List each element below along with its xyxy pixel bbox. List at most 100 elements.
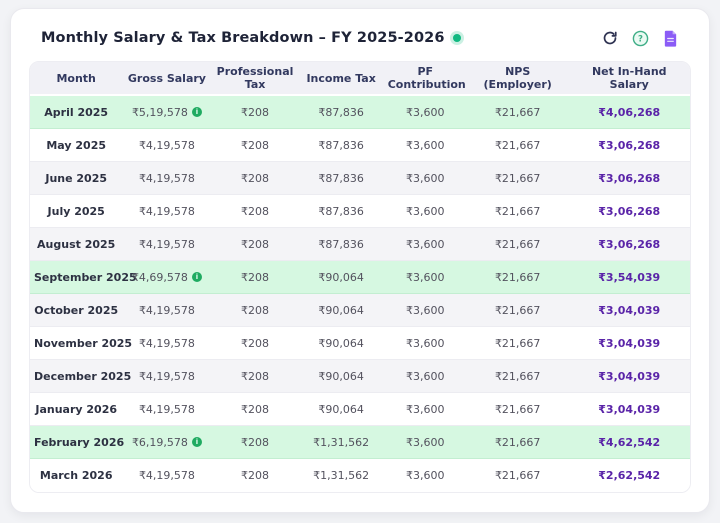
table-row: February 2026 ₹6,19,578 i ₹208 ₹1,31,562… <box>30 426 690 459</box>
cell-income-tax: ₹87,836 <box>298 195 384 228</box>
gross-info-icon[interactable]: i <box>191 107 202 117</box>
cell-pf-contribution: ₹3,600 <box>383 393 467 426</box>
table-row: June 2025 ₹4,19,578 ₹208 ₹87,836 ₹3,600 … <box>30 162 690 195</box>
cell-professional-tax: ₹208 <box>211 294 299 327</box>
cell-nps-employer: ₹21,667 <box>466 261 569 294</box>
cell-month: August 2025 <box>30 228 123 261</box>
cell-pf-contribution: ₹3,600 <box>383 426 467 459</box>
cell-net-in-hand: ₹3,06,268 <box>568 228 690 261</box>
cell-pf-contribution: ₹3,600 <box>383 261 467 294</box>
column-header-nps-employer: NPS (Employer) <box>466 62 569 96</box>
cell-income-tax: ₹90,064 <box>298 360 384 393</box>
table-row: August 2025 ₹4,19,578 ₹208 ₹87,836 ₹3,60… <box>30 228 690 261</box>
cell-professional-tax: ₹208 <box>211 162 299 195</box>
cell-gross-salary: ₹4,19,578 <box>122 393 212 426</box>
cell-net-in-hand: ₹3,54,039 <box>568 261 690 294</box>
cell-pf-contribution: ₹3,600 <box>383 96 467 129</box>
cell-nps-employer: ₹21,667 <box>466 360 569 393</box>
cell-nps-employer: ₹21,667 <box>466 294 569 327</box>
gross-salary-value: ₹4,19,578 <box>138 171 195 185</box>
table-row: May 2025 ₹4,19,578 ₹208 ₹87,836 ₹3,600 ₹… <box>30 129 690 162</box>
cell-month: November 2025 <box>30 327 132 360</box>
table-row: December 2025 ₹4,19,578 ₹208 ₹90,064 ₹3,… <box>30 360 690 393</box>
cell-pf-contribution: ₹3,600 <box>383 360 467 393</box>
cell-month: September 2025 <box>30 261 137 294</box>
salary-table-container: Month Gross Salary Professional Tax Inco… <box>29 61 691 493</box>
table-row: January 2026 ₹4,19,578 ₹208 ₹90,064 ₹3,6… <box>30 393 690 426</box>
document-button[interactable] <box>661 29 679 47</box>
cell-gross-salary: ₹4,19,578 <box>122 459 212 492</box>
cell-pf-contribution: ₹3,600 <box>383 327 467 360</box>
cell-month: June 2025 <box>30 162 123 195</box>
cell-income-tax: ₹90,064 <box>298 261 384 294</box>
cell-professional-tax: ₹208 <box>211 195 299 228</box>
gross-salary-value: ₹4,19,578 <box>138 303 195 317</box>
column-header-income-tax: Income Tax <box>298 62 384 96</box>
cell-nps-employer: ₹21,667 <box>466 459 569 492</box>
card-header: Monthly Salary & Tax Breakdown – FY 2025… <box>29 29 691 61</box>
cell-month: April 2025 <box>30 96 123 129</box>
cell-income-tax: ₹87,836 <box>298 162 384 195</box>
gross-salary-value: ₹4,19,578 <box>138 469 195 482</box>
cell-nps-employer: ₹21,667 <box>466 195 569 228</box>
cell-professional-tax: ₹208 <box>211 129 299 162</box>
cell-gross-salary: ₹4,19,578 <box>122 228 212 261</box>
cell-pf-contribution: ₹3,600 <box>383 294 467 327</box>
cell-gross-salary: ₹4,19,578 <box>122 327 212 360</box>
table-row: October 2025 ₹4,19,578 ₹208 ₹90,064 ₹3,6… <box>30 294 690 327</box>
gross-salary-value: ₹5,19,578 <box>131 105 188 119</box>
cell-gross-salary: ₹4,19,578 <box>122 195 212 228</box>
cell-income-tax: ₹1,31,562 <box>298 459 384 492</box>
cell-professional-tax: ₹208 <box>211 459 299 492</box>
column-header-professional-tax: Professional Tax <box>211 62 299 96</box>
cell-net-in-hand: ₹4,06,268 <box>568 96 690 129</box>
cell-month: March 2026 <box>30 459 123 492</box>
cell-gross-salary: ₹4,19,578 <box>122 294 212 327</box>
gross-info-icon[interactable]: i <box>191 272 202 282</box>
svg-text:?: ? <box>638 34 643 44</box>
salary-table: Month Gross Salary Professional Tax Inco… <box>30 62 690 492</box>
cell-professional-tax: ₹208 <box>211 393 299 426</box>
cell-nps-employer: ₹21,667 <box>466 162 569 195</box>
cell-professional-tax: ₹208 <box>211 327 299 360</box>
column-header-net-in-hand: Net In-Hand Salary <box>568 62 690 96</box>
table-row: September 2025 ₹4,69,578 i ₹208 ₹90,064 … <box>30 261 690 294</box>
cell-net-in-hand: ₹3,04,039 <box>568 360 690 393</box>
cell-month: December 2025 <box>30 360 131 393</box>
cell-net-in-hand: ₹2,62,542 <box>568 459 690 492</box>
cell-net-in-hand: ₹3,04,039 <box>568 294 690 327</box>
cell-professional-tax: ₹208 <box>211 228 299 261</box>
cell-nps-employer: ₹21,667 <box>466 96 569 129</box>
table-row: November 2025 ₹4,19,578 ₹208 ₹90,064 ₹3,… <box>30 327 690 360</box>
cell-income-tax: ₹90,064 <box>298 294 384 327</box>
cell-nps-employer: ₹21,667 <box>466 393 569 426</box>
cell-gross-salary: ₹4,19,578 <box>122 129 212 162</box>
cell-pf-contribution: ₹3,600 <box>383 228 467 261</box>
cell-gross-salary: ₹6,19,578 i <box>122 426 212 459</box>
cell-month: October 2025 <box>30 294 123 327</box>
column-header-pf-contribution: PF Contribution <box>383 62 467 96</box>
cell-net-in-hand: ₹3,04,039 <box>568 393 690 426</box>
cell-month: January 2026 <box>30 393 123 426</box>
cell-pf-contribution: ₹3,600 <box>383 195 467 228</box>
cell-professional-tax: ₹208 <box>211 261 299 294</box>
cell-month: February 2026 <box>30 426 124 459</box>
salary-breakdown-card: Monthly Salary & Tax Breakdown – FY 2025… <box>10 8 710 513</box>
salary-table-body: April 2025 ₹5,19,578 i ₹208 ₹87,836 ₹3,6… <box>30 96 690 492</box>
help-button[interactable]: ? <box>631 29 649 47</box>
cell-net-in-hand: ₹3,04,039 <box>568 327 690 360</box>
gross-salary-value: ₹4,19,578 <box>138 138 195 152</box>
cell-net-in-hand: ₹3,06,268 <box>568 195 690 228</box>
cell-net-in-hand: ₹3,06,268 <box>568 129 690 162</box>
gross-salary-value: ₹4,69,578 <box>131 270 188 284</box>
cell-gross-salary: ₹4,19,578 <box>122 360 212 393</box>
cell-gross-salary: ₹4,69,578 i <box>122 261 212 294</box>
gross-salary-value: ₹4,19,578 <box>138 204 195 218</box>
cell-nps-employer: ₹21,667 <box>466 426 569 459</box>
refresh-button[interactable] <box>601 29 619 47</box>
page-title: Monthly Salary & Tax Breakdown – FY 2025… <box>41 30 445 46</box>
cell-gross-salary: ₹5,19,578 i <box>122 96 212 129</box>
gross-info-icon[interactable]: i <box>191 437 202 447</box>
gross-salary-value: ₹4,19,578 <box>138 336 195 350</box>
table-row: April 2025 ₹5,19,578 i ₹208 ₹87,836 ₹3,6… <box>30 96 690 129</box>
